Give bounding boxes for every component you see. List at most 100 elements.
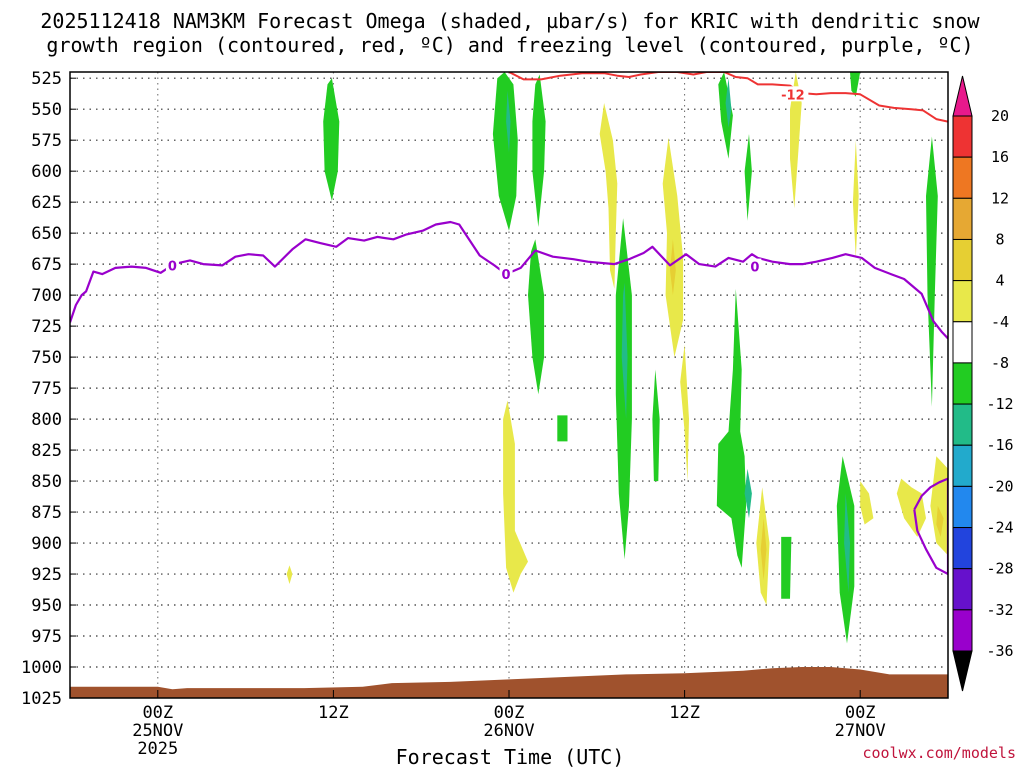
contours: 0 0 0 -12	[70, 72, 948, 576]
omega-region	[615, 218, 632, 560]
omega-region	[926, 136, 938, 407]
y-tick-label: 800	[31, 410, 62, 430]
y-tick-label: 725	[31, 317, 62, 337]
y-tick-label: 1025	[21, 689, 62, 709]
omega-shading	[286, 72, 948, 644]
y-tick-label: 625	[31, 193, 62, 213]
chart-title-line2: growth region (contoured, red, ºC) and f…	[46, 33, 973, 57]
colorbar-label: 20	[991, 107, 1009, 125]
colorbar-swatch	[952, 609, 973, 652]
omega-region	[760, 518, 767, 581]
colorbar-swatch	[952, 444, 973, 487]
x-tick-label: 00Z	[494, 703, 525, 723]
omega-region	[599, 103, 618, 289]
colorbar-label: -32	[986, 601, 1013, 619]
colorbar-label: -4	[991, 313, 1009, 331]
credit-text: coolwx.com/models	[862, 744, 1016, 762]
y-tick-label: 1000	[21, 658, 62, 678]
omega-region	[286, 565, 293, 584]
y-tick-label: 525	[31, 69, 62, 89]
colorbar-label: -12	[986, 395, 1013, 413]
dendritic-label: -12	[781, 88, 805, 103]
omega-region	[844, 493, 850, 593]
freezing-level-label: 0	[502, 268, 511, 283]
omega-region	[503, 400, 528, 593]
omega-region	[744, 134, 752, 221]
colorbar-swatch	[952, 321, 973, 364]
omega-region	[860, 481, 874, 525]
y-tick-label: 775	[31, 379, 62, 399]
x-tick-year: 2025	[137, 739, 178, 759]
freezing-level-line-lower	[913, 477, 948, 576]
y-tick-label: 975	[31, 627, 62, 647]
omega-region	[652, 369, 660, 482]
y-tick-label: 650	[31, 224, 62, 244]
freezing-level-label-bg	[165, 257, 179, 273]
colorbar-label: 4	[995, 272, 1004, 290]
y-tick-label: 825	[31, 441, 62, 461]
y-tick-label: 875	[31, 503, 62, 523]
omega-region	[850, 72, 861, 97]
colorbar-label: -24	[986, 519, 1013, 537]
y-tick-label: 575	[31, 131, 62, 151]
colorbar-swatch	[952, 485, 973, 529]
omega-region	[492, 72, 518, 231]
freezing-level-line	[70, 220, 948, 340]
colorbar-swatch	[952, 527, 973, 570]
colorbar-swatch	[952, 115, 973, 158]
omega-region	[716, 288, 747, 568]
y-axis: 525 550 575 600 625 650 675 700 725 750 775 800 825 8…	[21, 69, 76, 709]
x-axis-label: Forecast Time (UTC)	[396, 745, 625, 768]
plot-area: 0 0 0 -12	[69, 71, 949, 699]
omega-region	[744, 468, 752, 519]
colorbar: 20 16 12 8 4 -4 -8 -12 -16 -20 -24 -28 -32 -36	[952, 75, 1014, 692]
y-tick-label: 700	[31, 286, 62, 306]
colorbar-swatch	[952, 197, 973, 240]
colorbar-label: -28	[986, 560, 1013, 578]
colorbar-swatch	[952, 280, 973, 323]
omega-region	[725, 78, 732, 128]
colorbar-label: -16	[986, 436, 1013, 454]
colorbar-swatch	[952, 238, 973, 282]
freezing-level-label-bg	[748, 258, 762, 274]
omega-region	[680, 344, 689, 482]
omega-region	[621, 282, 628, 420]
colorbar-label: -20	[986, 477, 1013, 495]
omega-region	[936, 505, 944, 537]
chart-title-line1: 2025112418 NAM3KM Forecast Omega (shaded…	[40, 9, 980, 33]
omega-region	[718, 72, 733, 159]
omega-region	[790, 72, 802, 209]
omega-region	[528, 239, 545, 395]
omega-region	[506, 90, 511, 153]
y-tick-label: 850	[31, 472, 62, 492]
omega-region	[532, 74, 546, 227]
omega-region	[852, 140, 859, 258]
colorbar-label: 8	[995, 230, 1004, 248]
x-tick-date: 26NOV	[483, 721, 534, 741]
omega-region	[557, 415, 568, 442]
x-tick-date: 25NOV	[132, 721, 183, 741]
y-tick-label: 675	[31, 255, 62, 275]
y-tick-label: 600	[31, 162, 62, 182]
y-tick-label: 750	[31, 348, 62, 368]
omega-region	[896, 478, 926, 537]
y-tick-label: 950	[31, 596, 62, 616]
colorbar-swatch	[952, 403, 973, 446]
colorbar-label: 12	[991, 189, 1009, 207]
omega-region	[670, 239, 676, 296]
x-tick-label: 12Z	[318, 703, 349, 723]
y-tick-label: 550	[31, 100, 62, 120]
omega-region	[323, 78, 340, 201]
freezing-level-label-bg	[499, 266, 513, 282]
colorbar-label: -36	[986, 642, 1013, 660]
colorbar-top-arrow	[952, 75, 973, 117]
x-tick-date: 27NOV	[835, 721, 886, 741]
x-tick-label: 00Z	[845, 703, 876, 723]
colorbar-swatch	[952, 362, 973, 405]
colorbar-swatch	[952, 568, 973, 611]
terrain-fill	[70, 667, 948, 698]
x-tick-label: 12Z	[669, 703, 700, 723]
x-tick-label: 00Z	[142, 703, 173, 723]
